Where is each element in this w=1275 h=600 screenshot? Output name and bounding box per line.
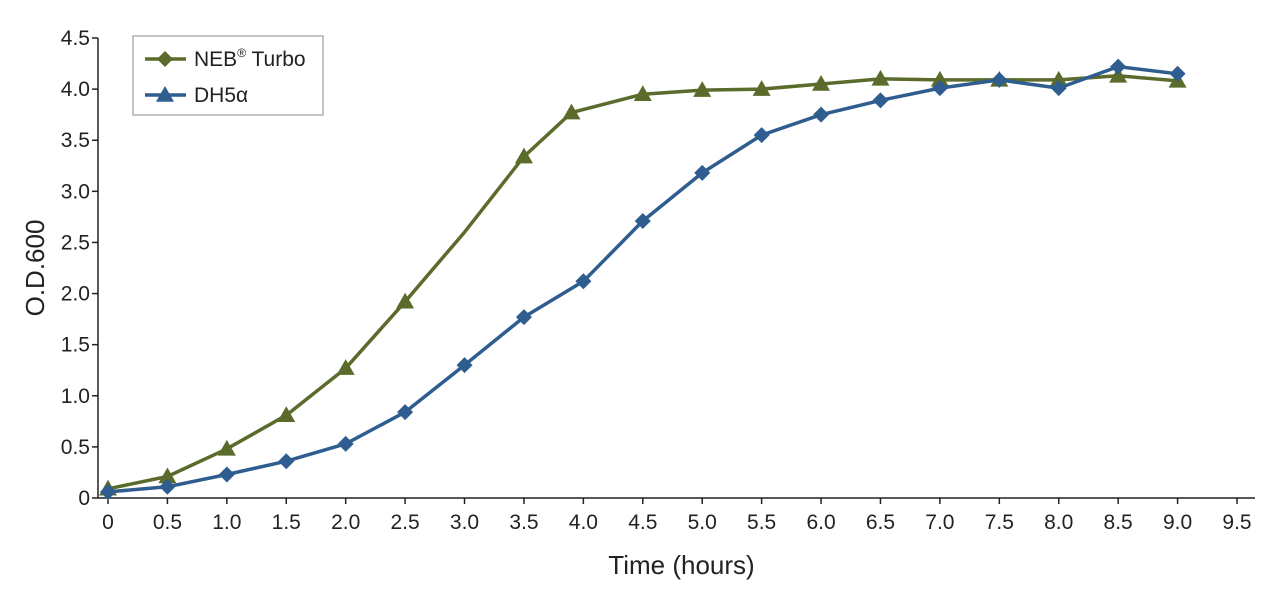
y-tick-label: 3.0 (61, 180, 90, 203)
x-tick-label: 3.0 (450, 511, 479, 534)
legend-label: DH5α (194, 84, 248, 107)
series-0 (99, 66, 1187, 496)
x-tick-label: 1.0 (212, 511, 241, 534)
data-point (277, 406, 296, 422)
data-point (1049, 70, 1068, 87)
data-point (813, 106, 830, 123)
data-point (752, 80, 771, 96)
data-point (336, 359, 355, 375)
x-tick-label: 7.5 (985, 511, 1014, 534)
data-point (514, 147, 533, 164)
data-point (218, 466, 235, 483)
data-point (515, 309, 532, 326)
x-tick-label: 2.5 (391, 511, 420, 534)
data-point (337, 435, 354, 452)
x-tick-label: 4.5 (628, 511, 657, 534)
data-point (278, 453, 295, 470)
x-tick-label: 0 (102, 511, 114, 534)
x-tick-label: 4.0 (569, 511, 598, 534)
legend: NEB® Turbo DH5α (132, 35, 324, 116)
data-point (872, 92, 889, 109)
data-point (812, 75, 831, 91)
data-point (1109, 66, 1128, 83)
data-point (991, 71, 1008, 88)
data-point (931, 80, 948, 97)
x-tick-label: 1.5 (272, 511, 301, 534)
y-tick-label: 4.0 (61, 78, 90, 101)
y-tick-label: 1.0 (61, 385, 90, 408)
x-tick-label: 0.5 (153, 511, 182, 534)
data-point (562, 103, 581, 120)
data-point (930, 70, 949, 87)
data-point (871, 69, 890, 86)
legend-marker (157, 51, 173, 67)
data-point (456, 357, 473, 374)
data-point (694, 164, 711, 181)
legend-marker (156, 86, 174, 102)
x-tick-label: 5.0 (688, 511, 717, 534)
x-tick-label: 6.0 (806, 511, 835, 534)
data-point (575, 273, 592, 290)
x-tick-label: 2.0 (331, 511, 360, 534)
legend-box (132, 35, 324, 116)
x-tick-label: 7.0 (925, 511, 954, 534)
legend-label: NEB® Turbo (194, 46, 306, 71)
x-tick-label: 8.5 (1104, 511, 1133, 534)
data-point (397, 404, 414, 421)
x-tick-label: 6.5 (866, 511, 895, 534)
y-tick-label: 1.5 (61, 334, 90, 357)
y-tick-label: 0.5 (61, 436, 90, 459)
x-axis-title: Time (hours) (608, 550, 754, 580)
x-tick-label: 8.0 (1044, 511, 1073, 534)
x-tick-label: 5.5 (747, 511, 776, 534)
data-point (634, 212, 651, 229)
x-tick-label: 9.0 (1163, 511, 1192, 534)
y-tick-label: 4.5 (61, 27, 90, 50)
series-line (107, 74, 1178, 491)
x-tick-label: 3.5 (509, 511, 538, 534)
series-1 (100, 58, 1186, 500)
data-point (633, 85, 652, 101)
y-axis-title: O.D.600 (20, 220, 50, 317)
axes: 0 0.5 1.0 1.5 2.0 2.5 3.0 3.5 4.0 4.5 0 0.5 1.0 1.5 2.… (61, 27, 1255, 534)
y-tick-label: 2.0 (61, 283, 90, 306)
data-point (693, 81, 712, 97)
data-point (158, 467, 177, 484)
data-point (100, 483, 116, 500)
series-layer (99, 58, 1187, 500)
data-point (1110, 58, 1127, 75)
data-point (396, 292, 415, 309)
y-tick-label: 2.5 (61, 231, 90, 254)
y-tick-label: 3.5 (61, 129, 90, 152)
data-point (1050, 80, 1067, 97)
series-line (107, 64, 1178, 494)
x-tick-label: 9.5 (1222, 511, 1251, 534)
data-point (217, 439, 236, 456)
data-point (1169, 65, 1186, 82)
data-point (159, 478, 176, 495)
data-point (753, 127, 770, 144)
y-tick-label: 0 (78, 487, 90, 510)
